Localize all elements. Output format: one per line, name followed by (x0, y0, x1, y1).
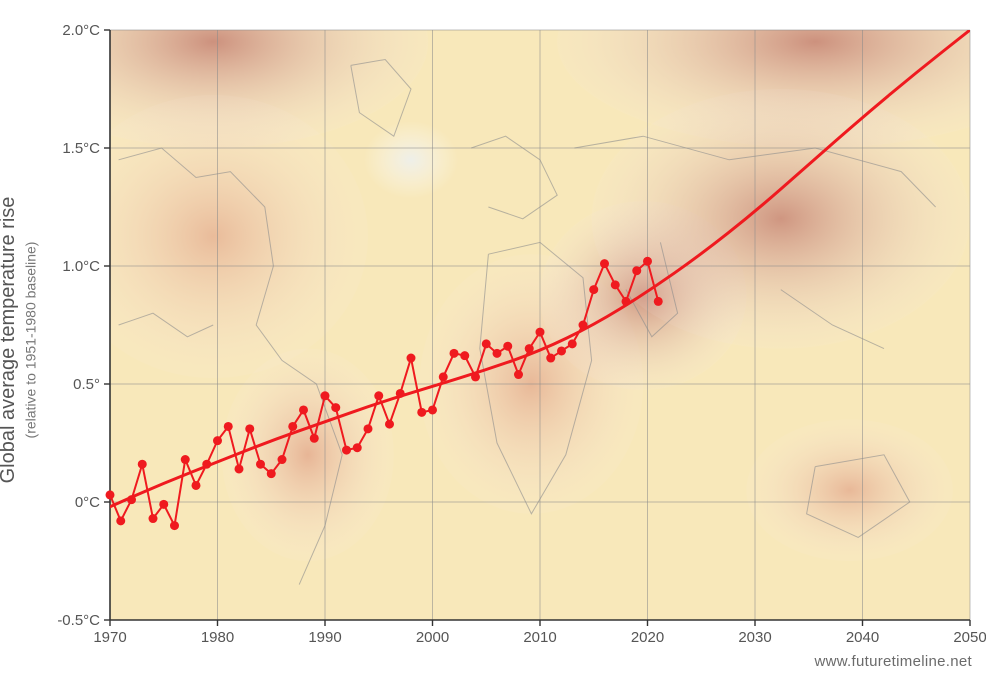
x-tick-labels: 1970 1980 1990 2000 2010 2020 2030 2040 2050 (93, 629, 986, 646)
map-background (0, 0, 986, 620)
svg-text:0°C: 0°C (75, 494, 100, 511)
svg-text:1990: 1990 (308, 629, 341, 646)
svg-text:2030: 2030 (738, 629, 771, 646)
svg-text:1.5°C: 1.5°C (62, 140, 100, 157)
svg-text:-0.5°C: -0.5°C (57, 612, 100, 629)
attribution: www.futuretimeline.net (814, 653, 972, 670)
y-axis-sublabel-text: (relative to 1951-1980 baseline) (23, 242, 39, 439)
y-tick-labels: -0.5°C 0°C 0.5° 1.0°C 1.5°C 2.0°C (57, 22, 100, 629)
y-axis-label: Global average temperature rise (0, 340, 20, 341)
svg-text:2010: 2010 (523, 629, 556, 646)
svg-text:2020: 2020 (631, 629, 664, 646)
svg-text:2000: 2000 (416, 629, 449, 646)
chart-svg: 1970 1980 1990 2000 2010 2020 2030 2040 2050 -0.… (0, 0, 986, 680)
svg-text:2050: 2050 (953, 629, 986, 646)
svg-text:2.0°C: 2.0°C (62, 22, 100, 39)
attribution-text: www.futuretimeline.net (814, 653, 972, 670)
svg-text:1970: 1970 (93, 629, 126, 646)
chart-stage: 1970 1980 1990 2000 2010 2020 2030 2040 2050 -0.… (0, 0, 986, 680)
svg-text:1.0°C: 1.0°C (62, 258, 100, 275)
svg-text:2040: 2040 (846, 629, 879, 646)
svg-text:1980: 1980 (201, 629, 234, 646)
y-axis-sublabel: (relative to 1951-1980 baseline) (23, 340, 39, 341)
y-axis-label-text: Global average temperature rise (0, 197, 20, 484)
svg-text:0.5°: 0.5° (73, 376, 100, 393)
